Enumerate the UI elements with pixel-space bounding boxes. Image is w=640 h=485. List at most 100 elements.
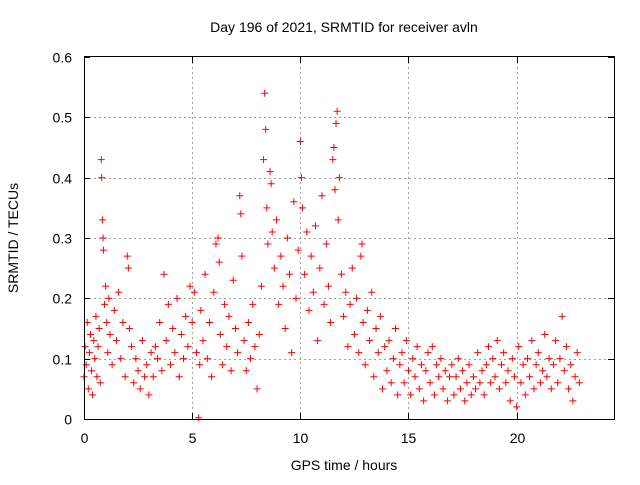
data-point bbox=[567, 361, 575, 369]
data-point bbox=[495, 385, 503, 393]
data-point bbox=[413, 343, 421, 351]
data-point bbox=[98, 174, 106, 182]
data-point bbox=[234, 349, 242, 357]
data-point bbox=[251, 343, 259, 351]
data-point bbox=[88, 367, 96, 375]
data-point bbox=[450, 391, 458, 399]
data-point bbox=[420, 397, 428, 405]
data-point bbox=[370, 373, 378, 381]
data-point bbox=[247, 355, 255, 363]
data-point bbox=[298, 204, 306, 212]
data-point bbox=[340, 312, 348, 320]
data-point bbox=[110, 306, 118, 314]
data-point bbox=[575, 379, 583, 387]
data-point bbox=[263, 204, 271, 212]
data-point bbox=[197, 306, 205, 314]
data-point bbox=[337, 270, 345, 278]
data-point bbox=[404, 367, 412, 375]
data-point bbox=[508, 355, 516, 363]
data-point bbox=[334, 216, 342, 224]
data-point bbox=[331, 186, 339, 194]
data-point bbox=[141, 373, 149, 381]
data-point bbox=[489, 355, 497, 363]
data-point bbox=[162, 337, 170, 345]
x-tick-label: 20 bbox=[510, 430, 526, 446]
data-point bbox=[480, 391, 488, 399]
data-point bbox=[545, 355, 553, 363]
data-point bbox=[441, 367, 449, 375]
data-point bbox=[536, 379, 544, 387]
data-point bbox=[476, 379, 484, 387]
data-point bbox=[156, 318, 164, 326]
data-point bbox=[389, 355, 397, 363]
data-point bbox=[502, 379, 510, 387]
data-point bbox=[124, 264, 132, 272]
data-point bbox=[281, 325, 289, 332]
data-point bbox=[270, 264, 278, 272]
x-tick-label: 15 bbox=[401, 430, 417, 446]
data-point bbox=[573, 349, 581, 357]
data-point bbox=[415, 385, 423, 393]
data-point bbox=[407, 391, 415, 399]
data-point bbox=[385, 337, 393, 345]
data-point bbox=[528, 337, 536, 345]
data-point bbox=[99, 234, 107, 242]
chart-title: Day 196 of 2021, SRMTID for receiver avl… bbox=[210, 19, 478, 35]
data-point bbox=[147, 349, 155, 357]
data-point bbox=[261, 89, 269, 97]
data-point bbox=[392, 325, 400, 332]
data-point bbox=[515, 343, 523, 351]
data-point bbox=[103, 318, 111, 326]
data-point bbox=[85, 349, 93, 357]
data-point bbox=[275, 300, 283, 308]
data-point bbox=[452, 373, 460, 381]
data-point bbox=[539, 367, 547, 375]
data-point bbox=[381, 343, 389, 351]
data-point bbox=[472, 385, 480, 393]
data-point bbox=[474, 349, 482, 357]
data-point bbox=[203, 355, 211, 363]
x-axis-label: GPS time / hours bbox=[291, 457, 398, 473]
data-point bbox=[309, 288, 317, 296]
data-point bbox=[108, 361, 116, 369]
data-point bbox=[257, 282, 265, 290]
data-point bbox=[359, 318, 367, 326]
data-point bbox=[244, 318, 252, 326]
data-point bbox=[101, 300, 109, 308]
data-point bbox=[335, 174, 343, 182]
data-point bbox=[526, 373, 534, 381]
data-point bbox=[296, 137, 304, 145]
data-point bbox=[192, 349, 200, 357]
data-point bbox=[169, 325, 177, 332]
data-point bbox=[92, 312, 100, 320]
data-point bbox=[417, 361, 425, 369]
data-point bbox=[96, 379, 104, 387]
data-point bbox=[90, 337, 98, 345]
data-point bbox=[288, 349, 296, 357]
grid-lines bbox=[84, 57, 614, 419]
data-point bbox=[201, 270, 209, 278]
data-point bbox=[267, 180, 275, 188]
data-point bbox=[493, 337, 501, 345]
data-point bbox=[305, 306, 313, 314]
data-point bbox=[467, 391, 475, 399]
data-point bbox=[482, 361, 490, 369]
data-point bbox=[273, 216, 281, 224]
data-point bbox=[86, 331, 94, 339]
data-point bbox=[379, 385, 387, 393]
data-point bbox=[500, 349, 508, 357]
data-point bbox=[318, 192, 326, 200]
data-point bbox=[456, 385, 464, 393]
data-point bbox=[366, 337, 374, 345]
data-point bbox=[459, 367, 467, 375]
data-point bbox=[218, 361, 226, 369]
data-point bbox=[262, 125, 270, 133]
data-point bbox=[357, 252, 365, 260]
data-point bbox=[214, 234, 222, 242]
data-point bbox=[221, 300, 229, 308]
data-point bbox=[237, 210, 245, 218]
data-point bbox=[81, 343, 89, 351]
data-point bbox=[541, 331, 549, 339]
y-tick-label: 0.3 bbox=[53, 231, 73, 247]
data-point bbox=[173, 294, 181, 302]
